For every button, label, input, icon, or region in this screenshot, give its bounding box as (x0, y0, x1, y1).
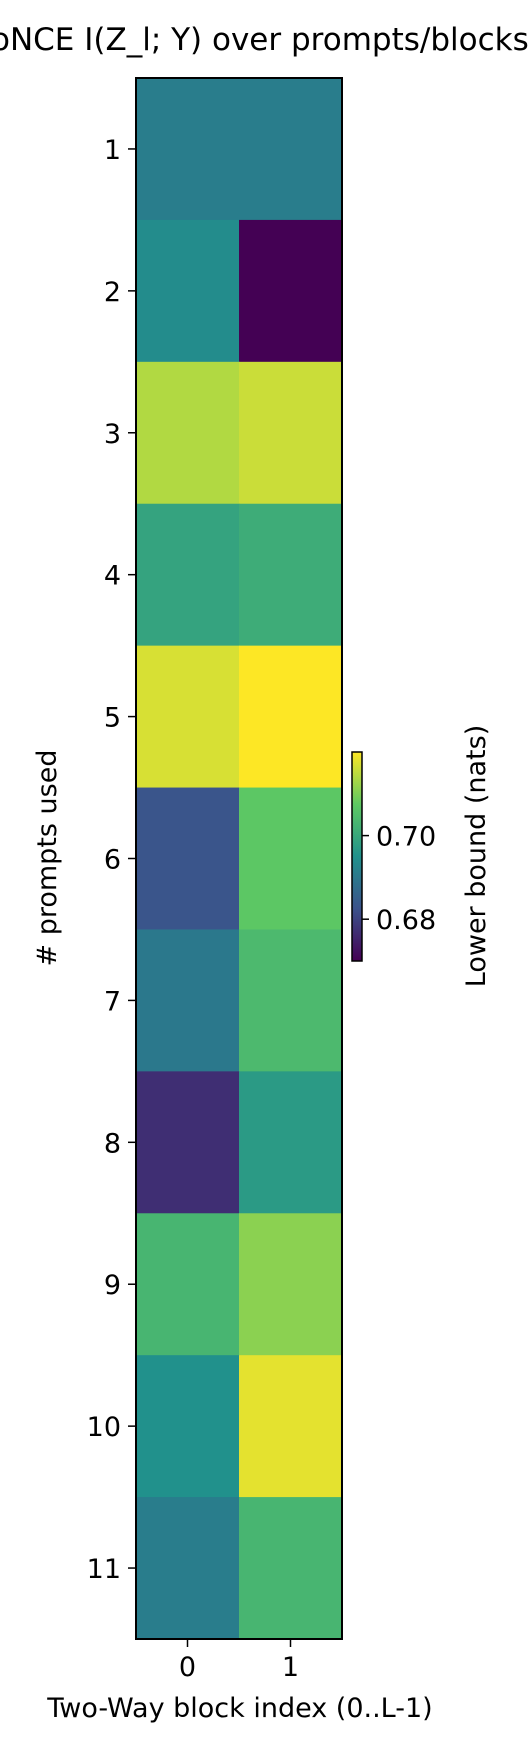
heatmap-cell (136, 645, 240, 789)
y-tick-label: 1 (104, 135, 121, 166)
heatmap-cell (136, 1071, 240, 1214)
heatmap-cell (239, 503, 343, 647)
heatmap-cell (136, 787, 240, 930)
y-ticks: 1 2 3 4 5 6 7 8 9 10 11 (87, 135, 136, 1585)
heatmap-cell (136, 1355, 240, 1498)
y-tick-label: 11 (87, 1554, 121, 1585)
colorbar-tick-label: 0.70 (376, 822, 436, 853)
heatmap-cell (239, 1497, 343, 1640)
chart-title: InfoNCE I(Z_l; Y) over prompts/blocks (0, 22, 528, 58)
y-tick-label: 7 (104, 986, 121, 1017)
y-tick-label: 9 (104, 1270, 121, 1301)
heatmap-cell (136, 1213, 240, 1356)
heatmap-cell (239, 1355, 343, 1498)
y-tick-label: 6 (104, 845, 121, 876)
heatmap-cell (239, 1213, 343, 1356)
y-tick-label: 4 (104, 561, 121, 592)
heatmap-cell (136, 361, 240, 505)
colorbar-ticks: 0.68 0.70 (362, 822, 436, 936)
colorbar-tick-label: 0.68 (376, 905, 436, 936)
y-tick-label: 3 (104, 419, 121, 450)
heatmap-cell (239, 787, 343, 930)
heatmap-cell (136, 219, 240, 363)
y-axis-label: # prompts used (32, 750, 63, 967)
heatmap-cell (239, 361, 343, 505)
y-tick-label: 10 (87, 1412, 121, 1443)
x-axis-label: Two-Way block index (0..L-1) (46, 1693, 432, 1724)
heatmap-cell (239, 219, 343, 363)
y-tick-label: 5 (104, 703, 121, 734)
heatmap-cell (239, 1071, 343, 1214)
heatmap-cell (239, 645, 343, 789)
heatmap-cells (136, 78, 343, 1640)
heatmap-cell (239, 929, 343, 1072)
y-tick-label: 2 (104, 277, 121, 308)
heatmap-cell (136, 503, 240, 647)
heatmap-cell (239, 78, 343, 221)
heatmap-cell (136, 929, 240, 1072)
colorbar-label: Lower bound (nats) (461, 725, 492, 987)
heatmap-cell (136, 78, 240, 221)
y-tick-label: 8 (104, 1128, 121, 1159)
x-tick-label: 0 (179, 1652, 196, 1683)
colorbar (351, 751, 363, 962)
x-tick-label: 1 (282, 1652, 299, 1683)
heatmap-cell (136, 1497, 240, 1640)
